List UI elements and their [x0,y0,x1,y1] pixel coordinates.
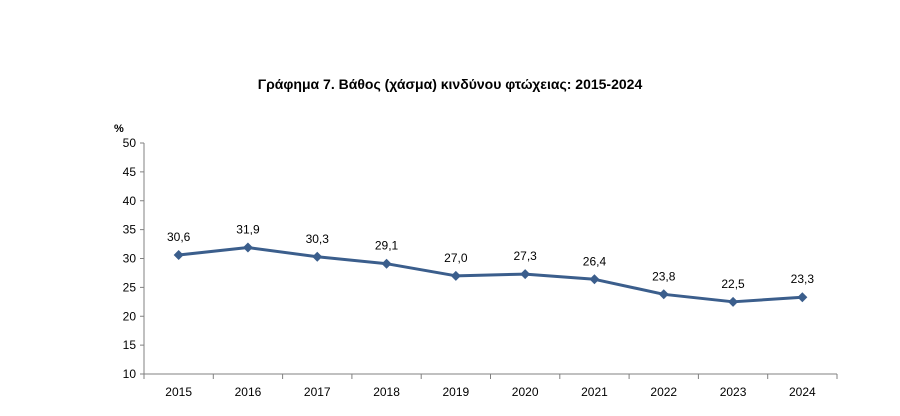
data-labels: 30,6 31,9 30,3 29,1 27,0 27,3 26,4 23,8 22,5 23,3 [167,223,814,291]
data-point-marker [728,296,739,307]
x-tick-label: 2017 [304,385,331,399]
y-tick-label: 20 [123,309,137,323]
x-tick-label: 2015 [165,385,192,399]
data-label: 27,3 [513,249,537,263]
x-tick-label: 2023 [720,385,747,399]
y-tick-label: 50 [123,136,137,150]
y-tick-label: 35 [123,223,137,237]
y-tick-label: 15 [123,338,137,352]
y-axis-unit-label: % [114,123,124,135]
y-tick-label: 45 [123,165,137,179]
data-point-marker [173,250,184,261]
y-tick-label: 30 [123,252,137,266]
series-line [178,246,803,304]
data-label: 23,3 [791,272,815,286]
data-series [173,242,808,307]
y-tick-label: 10 [123,367,137,381]
data-label: 29,1 [375,239,399,253]
data-point-marker [450,270,461,281]
data-label: 23,8 [652,269,676,283]
x-tick-label: 2016 [235,385,262,399]
data-point-marker [658,289,669,300]
chart-title: Γράφημα 7. Βάθος (χάσμα) κινδύνου φτώχει… [257,76,643,92]
data-point-marker [242,242,253,253]
y-tick-label: 40 [123,194,137,208]
data-label: 30,3 [306,232,330,246]
x-tick-label: 2022 [650,385,677,399]
x-tick-label: 2020 [512,385,539,399]
y-axis-ticks: 10 15 20 25 30 35 40 45 50 [123,136,144,381]
data-point-marker [589,274,600,285]
x-tick-label: 2019 [442,385,469,399]
x-tick-label: 2021 [581,385,608,399]
x-tick-label: 2024 [789,385,816,399]
data-label: 30,6 [167,230,191,244]
x-tick-label: 2018 [373,385,400,399]
data-label: 22,5 [721,277,745,291]
data-point-marker [520,269,531,280]
data-point-marker [797,292,808,303]
data-label: 27,0 [444,251,468,265]
data-point-marker [312,251,323,262]
data-label: 31,9 [236,223,260,237]
x-axis-ticks: 2015 2016 2017 2018 2019 2020 2021 2022 2023 2024 [143,374,838,399]
data-label: 26,4 [583,254,607,268]
chart-axes: % [114,123,837,375]
y-tick-label: 25 [123,280,137,294]
data-point-marker [381,258,392,269]
